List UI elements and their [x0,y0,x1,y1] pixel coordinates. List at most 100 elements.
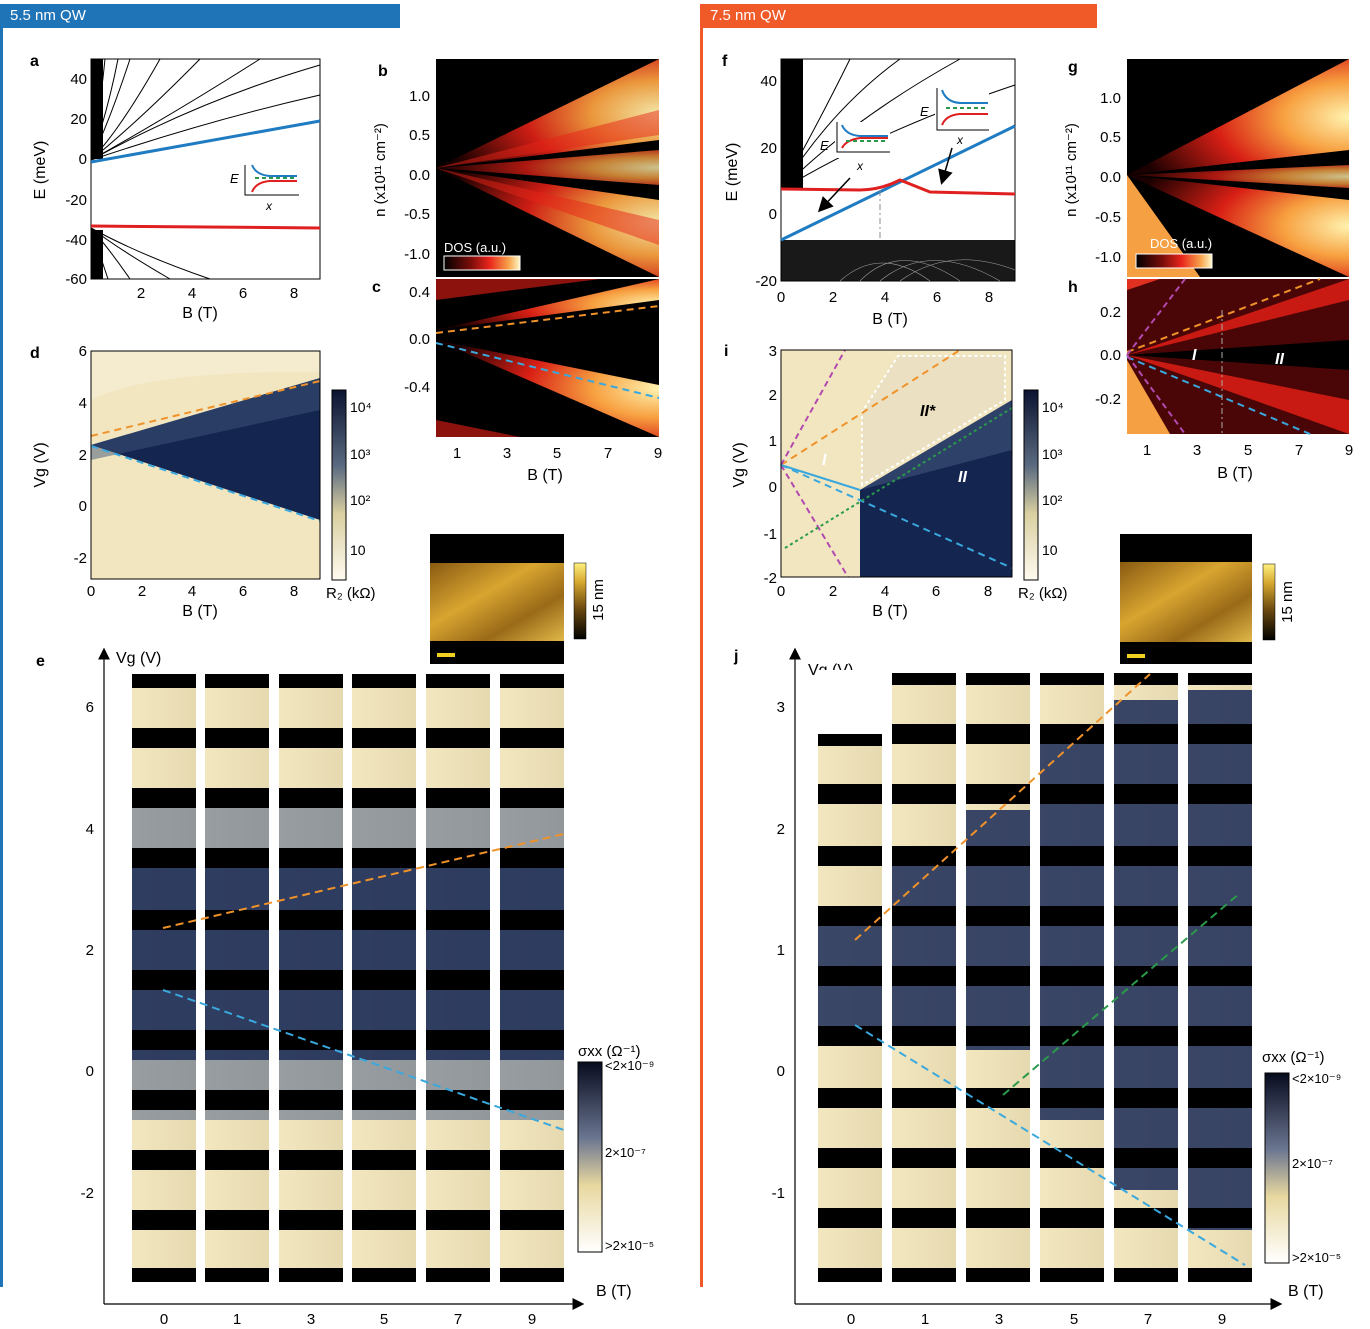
svg-text:2: 2 [777,821,785,838]
svg-text:10²: 10² [1042,492,1063,508]
svg-text:9: 9 [1345,442,1353,459]
svg-text:1.0: 1.0 [409,88,430,105]
svg-text:2×10⁻⁷: 2×10⁻⁷ [1292,1156,1333,1171]
svg-text:R₂ (kΩ): R₂ (kΩ) [326,585,376,602]
svg-text:B (T): B (T) [527,467,563,484]
svg-text:7: 7 [1295,442,1303,459]
svg-text:x: x [956,133,964,147]
panel-e: e Vg (V) B (T) [36,647,654,1328]
svg-text:4: 4 [188,285,196,302]
svg-text:>2×10⁻⁵: >2×10⁻⁵ [1292,1250,1341,1265]
svg-text:2: 2 [138,583,146,600]
svg-text:0.0: 0.0 [1100,347,1121,364]
svg-text:40: 40 [760,73,777,90]
svg-text:5: 5 [1070,1311,1078,1328]
svg-text:E (meV): E (meV) [724,143,741,202]
svg-text:3: 3 [503,445,511,462]
svg-text:B (T): B (T) [872,603,908,620]
panel-h: h I II 0.2 0.0 -0.2 1 3 5 7 9 B (T) [1068,278,1353,482]
panel-j: j Vg (V) B (T) [733,647,1341,1328]
svg-text:0.0: 0.0 [409,167,430,184]
svg-text:-1: -1 [772,1185,785,1202]
svg-text:e: e [36,653,45,670]
svg-text:0: 0 [79,498,87,515]
svg-text:σxx (Ω⁻¹): σxx (Ω⁻¹) [1262,1049,1325,1066]
svg-text:8: 8 [290,285,298,302]
svg-text:-2: -2 [74,550,87,567]
svg-text:4: 4 [86,821,94,838]
svg-text:>2×10⁻⁵: >2×10⁻⁵ [605,1238,654,1253]
svg-text:10³: 10³ [350,446,371,462]
svg-text:0.5: 0.5 [409,127,430,144]
svg-text:6: 6 [86,699,94,716]
afm-image-right: 15 nm [1120,534,1296,664]
svg-text:2: 2 [829,583,837,600]
svg-text:<2×10⁻⁹: <2×10⁻⁹ [1292,1071,1341,1086]
svg-text:I: I [822,452,827,469]
svg-text:E: E [230,171,239,186]
svg-text:Vg (V): Vg (V) [32,442,49,487]
svg-text:-1.0: -1.0 [1095,249,1121,266]
svg-text:0: 0 [847,1311,855,1328]
svg-text:0: 0 [777,583,785,600]
svg-text:9: 9 [654,445,662,462]
svg-text:σxx (Ω⁻¹): σxx (Ω⁻¹) [578,1043,641,1060]
panel-letter-a: a [30,53,39,70]
svg-text:7: 7 [604,445,612,462]
svg-text:2×10⁻⁷: 2×10⁻⁷ [605,1145,646,1160]
svg-text:1: 1 [769,433,777,450]
svg-text:n (x10¹¹ cm⁻²): n (x10¹¹ cm⁻²) [1063,123,1080,217]
panel-c: c 0.4 0.0 -0.4 1 3 5 7 9 B (T) [372,279,662,484]
svg-text:3: 3 [769,343,777,360]
svg-text:-1.0: -1.0 [404,246,430,263]
svg-text:15 nm: 15 nm [1279,581,1296,623]
svg-text:5: 5 [380,1311,388,1328]
svg-text:d: d [30,345,40,362]
svg-text:0.0: 0.0 [1100,169,1121,186]
svg-text:II*: II* [920,403,936,420]
panel-g: g DOS (a.u.) 1.0 0.5 0.0 -0.5 -1.0 n (x1… [1063,59,1349,277]
svg-text:-40: -40 [65,232,87,249]
svg-text:0: 0 [79,151,87,168]
svg-text:-2: -2 [81,1185,94,1202]
svg-text:E: E [820,138,829,153]
panel-f: f E x E x 40 20 0 [722,53,1016,328]
svg-text:7: 7 [1144,1311,1152,1328]
svg-text:2: 2 [137,285,145,302]
svg-text:DOS (a.u.): DOS (a.u.) [1150,236,1212,251]
svg-text:8: 8 [985,289,993,306]
svg-text:1: 1 [453,445,461,462]
svg-text:4: 4 [79,395,87,412]
svg-text:-60: -60 [65,271,87,288]
svg-text:20: 20 [760,140,777,157]
svg-text:3: 3 [995,1311,1003,1328]
svg-text:B (T): B (T) [872,311,908,328]
svg-text:6: 6 [932,583,940,600]
svg-text:0: 0 [769,479,777,496]
svg-text:0.5: 0.5 [1100,129,1121,146]
svg-text:b: b [378,63,388,80]
svg-text:10²: 10² [350,492,371,508]
svg-text:-0.4: -0.4 [404,379,430,396]
svg-text:40: 40 [70,71,87,88]
svg-text:c: c [372,279,381,296]
svg-text:3: 3 [1193,442,1201,459]
svg-text:9: 9 [1218,1311,1226,1328]
svg-text:0: 0 [87,583,95,600]
svg-text:6: 6 [79,343,87,360]
svg-text:3: 3 [307,1311,315,1328]
svg-text:15 nm: 15 nm [590,579,607,621]
panel-b: b DOS (a.u.) 1.0 0.5 0.0 -0.5 -1.0 n (x1… [372,59,659,277]
svg-text:0: 0 [777,1063,785,1080]
svg-text:I: I [1192,347,1197,364]
svg-text:1: 1 [777,942,785,959]
svg-text:-0.2: -0.2 [1095,391,1121,408]
svg-text:2: 2 [86,942,94,959]
panel-d: d 6 4 2 0 -2 0 2 4 6 8 B (T) Vg (V) 10⁴ … [30,343,376,620]
svg-text:B (T): B (T) [1288,1283,1324,1300]
svg-text:0.2: 0.2 [1100,304,1121,321]
svg-text:4: 4 [881,583,889,600]
svg-text:g: g [1068,59,1078,76]
svg-text:-1: -1 [764,526,777,543]
svg-text:B (T): B (T) [596,1283,632,1300]
